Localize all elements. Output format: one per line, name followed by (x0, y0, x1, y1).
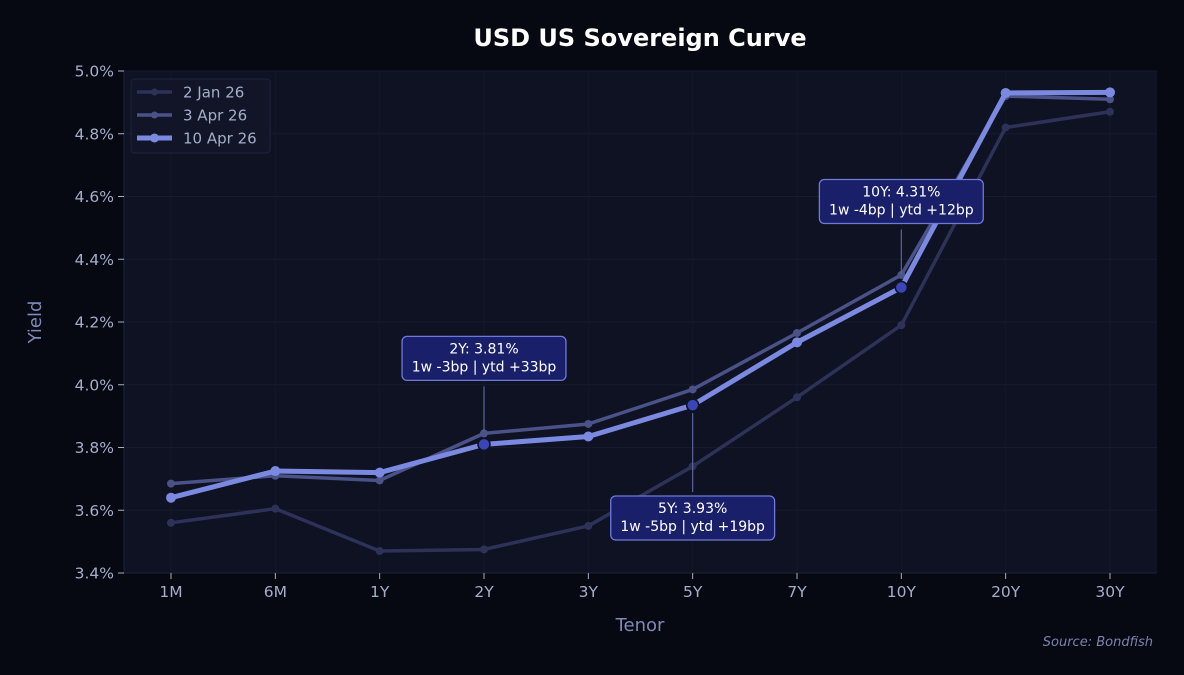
data-point (375, 547, 384, 556)
data-point (793, 328, 801, 337)
data-point (167, 518, 175, 527)
legend-swatch-marker (151, 111, 158, 119)
annotation-detail: 1w -5bp | ytd +19bp (620, 519, 765, 535)
x-tick-label: 7Y (787, 583, 807, 601)
annotations: 2Y: 3.81% 1w -3bp | ytd +33bp 5Y: 3.93% 1w … (401, 178, 984, 541)
annotation-marker (477, 437, 491, 452)
x-tick-label: 6M (264, 583, 287, 601)
data-point (688, 385, 697, 394)
legend-label: 2 Jan 26 (183, 84, 244, 102)
data-point (375, 476, 384, 485)
data-point (480, 429, 488, 438)
axes: 3.4% 3.6% 3.8% 4.0% 4.2% 4.4% 4.6% 4.8% 5.0% 1M 6M… (75, 63, 1157, 601)
y-tick-label: 4.8% (75, 125, 114, 143)
data-point (897, 321, 906, 330)
data-point (1000, 87, 1011, 98)
data-point (583, 431, 594, 442)
y-tick-label: 4.2% (75, 314, 114, 332)
annotation-detail: 1w -4bp | ytd +12bp (829, 202, 974, 218)
y-tick-label: 4.4% (75, 251, 114, 269)
x-tick-label: 2Y (474, 583, 494, 601)
annotation-marker (894, 280, 909, 295)
y-tick-label: 4.0% (75, 376, 114, 394)
data-point (271, 504, 280, 513)
annotation-title: 10Y: 4.31% (862, 184, 940, 200)
y-tick-label: 4.6% (75, 188, 114, 206)
data-point (1106, 107, 1114, 116)
annotation-title: 2Y: 3.81% (449, 341, 518, 357)
x-tick-label: 20Y (991, 583, 1021, 601)
y-tick-label: 3.6% (75, 502, 114, 520)
annotation-box (818, 178, 984, 225)
annotation-box (401, 335, 567, 382)
data-point (1106, 95, 1114, 104)
annotation-10Y: 10Y: 4.31% 1w -4bp | ytd +12bp (818, 178, 984, 295)
legend-label: 3 Apr 26 (183, 107, 247, 125)
data-point (1001, 123, 1010, 132)
data-point (792, 337, 802, 348)
x-tick-label: 5Y (683, 583, 703, 601)
x-tick-label: 10Y (887, 583, 917, 601)
x-tick-label: 1M (159, 583, 182, 601)
annotation-detail: 1w -3bp | ytd +33bp (412, 359, 557, 375)
legend-entry: 3 Apr 26 (137, 107, 247, 125)
legend: 2 Jan 26 3 Apr 26 10 Apr 26 (130, 78, 271, 154)
data-point (1105, 87, 1115, 98)
data-point (166, 492, 176, 503)
legend-box (130, 78, 271, 154)
data-point (167, 479, 175, 488)
y-tick-label: 3.8% (75, 439, 114, 457)
data-point (480, 545, 488, 554)
x-tick-label: 30Y (1095, 583, 1125, 601)
legend-swatch-marker (150, 133, 159, 143)
annotation-5Y: 5Y: 3.93% 1w -5bp | ytd +19bp (610, 398, 776, 541)
y-axis-label: Yield (25, 301, 46, 345)
annotation-2Y: 2Y: 3.81% 1w -3bp | ytd +33bp (401, 335, 567, 452)
data-point (584, 521, 593, 530)
legend-entry: 10 Apr 26 (137, 130, 257, 148)
data-point (374, 467, 385, 478)
annotation-marker (685, 398, 700, 412)
x-tick-label: 3Y (579, 583, 599, 601)
y-tick-label: 3.4% (75, 565, 114, 583)
data-point (793, 393, 801, 402)
legend-label: 10 Apr 26 (183, 130, 257, 148)
legend-swatch-marker (151, 88, 158, 96)
data-point (270, 466, 281, 477)
chart-title: USD US Sovereign Curve (473, 24, 806, 52)
y-tick-label: 5.0% (75, 63, 114, 81)
x-tick-label: 1Y (370, 583, 390, 601)
annotation-box (610, 495, 776, 541)
annotation-title: 5Y: 3.93% (658, 501, 727, 517)
source-note: Source: Bondfish (1043, 635, 1153, 650)
data-point (584, 419, 593, 428)
x-axis-label: Tenor (615, 615, 665, 636)
legend-entry: 2 Jan 26 (137, 84, 244, 102)
data-point (897, 270, 906, 279)
